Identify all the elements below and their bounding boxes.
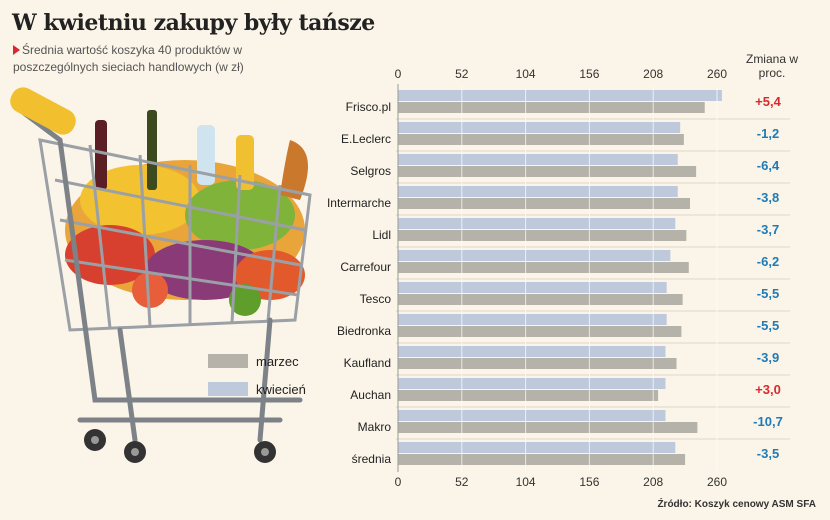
category-label: Biedronka	[337, 324, 391, 338]
category-label: Intermarche	[327, 196, 391, 210]
category-label: Makro	[358, 420, 392, 434]
change-value: +5,4	[755, 94, 781, 109]
legend-label-marzec: marzec	[256, 353, 299, 369]
shopping-cart-illustration	[10, 87, 312, 463]
bar-kwiecien	[398, 90, 722, 101]
legend-label-kwiecien: kwiecień	[256, 381, 306, 397]
bar-kwiecien	[398, 122, 681, 133]
x-tick-label-top: 260	[707, 67, 727, 81]
bar-marzec	[398, 390, 659, 401]
chart-title: W kwietniu zakupy były tańsze	[12, 10, 375, 36]
subtitle-text: Średnia wartość koszyka 40 produktów w p…	[13, 43, 244, 74]
change-value: -3,8	[757, 190, 779, 205]
bar-kwiecien	[398, 346, 666, 357]
change-value: -10,7	[753, 414, 783, 429]
category-label: Lidl	[372, 228, 391, 242]
change-value: -1,2	[757, 126, 779, 141]
category-label: Carrefour	[340, 260, 391, 274]
x-tick-label-bottom: 260	[707, 475, 727, 489]
x-tick-label-bottom: 104	[516, 475, 536, 489]
change-value: +3,0	[755, 382, 781, 397]
chart-legend: marzec kwiecień	[208, 349, 306, 405]
x-tick-label-bottom: 52	[455, 475, 469, 489]
bar-kwiecien	[398, 378, 666, 389]
bar-marzec	[398, 326, 682, 337]
bar-kwiecien	[398, 442, 676, 453]
category-label: średnia	[352, 452, 392, 466]
category-label: Frisco.pl	[346, 100, 391, 114]
bar-kwiecien	[398, 250, 671, 261]
change-value: -3,7	[757, 222, 779, 237]
red-arrow-icon	[13, 45, 20, 55]
bar-kwiecien	[398, 282, 667, 293]
bar-kwiecien	[398, 410, 666, 421]
bar-marzec	[398, 134, 684, 145]
change-value: -5,5	[757, 318, 779, 333]
bar-marzec	[398, 102, 705, 113]
chart-source: Źródło: Koszyk cenowy ASM SFA	[657, 499, 816, 510]
x-tick-label-top: 208	[643, 67, 663, 81]
bar-kwiecien	[398, 154, 678, 165]
bar-marzec	[398, 294, 683, 305]
x-tick-label-top: 104	[516, 67, 536, 81]
category-label: Selgros	[350, 164, 391, 178]
bar-marzec	[398, 262, 689, 273]
legend-item-kwiecien: kwiecień	[208, 377, 306, 401]
category-label: Auchan	[350, 388, 391, 402]
change-column-header: Zmiana w proc.	[745, 52, 798, 80]
category-label: Kaufland	[344, 356, 391, 370]
x-tick-label-bottom: 208	[643, 475, 663, 489]
bar-marzec	[398, 358, 677, 369]
x-tick-label-top: 156	[579, 67, 599, 81]
category-label: E.Leclerc	[341, 132, 391, 146]
bar-marzec	[398, 454, 686, 465]
change-value: -6,2	[757, 254, 779, 269]
change-value: -6,4	[757, 158, 780, 173]
bar-marzec	[398, 198, 691, 209]
bar-marzec	[398, 166, 697, 177]
legend-item-marzec: marzec	[208, 349, 306, 373]
change-value: -5,5	[757, 286, 779, 301]
shopping-cart-icon	[10, 87, 312, 463]
category-label: Tesco	[360, 292, 392, 306]
x-tick-label-top: 52	[455, 67, 469, 81]
change-value: -3,5	[757, 446, 779, 461]
legend-swatch-marzec	[208, 354, 248, 368]
chart-subtitle: Średnia wartość koszyka 40 produktów w p…	[13, 42, 313, 76]
x-tick-label-bottom: 156	[579, 475, 599, 489]
x-tick-label-top: 0	[395, 67, 402, 81]
bar-kwiecien	[398, 314, 667, 325]
bar-kwiecien	[398, 218, 676, 229]
legend-swatch-kwiecien	[208, 382, 248, 396]
x-tick-label-bottom: 0	[395, 475, 402, 489]
bar-kwiecien	[398, 186, 678, 197]
bar-marzec	[398, 230, 687, 241]
bar-marzec	[398, 422, 698, 433]
change-value: -3,9	[757, 350, 779, 365]
